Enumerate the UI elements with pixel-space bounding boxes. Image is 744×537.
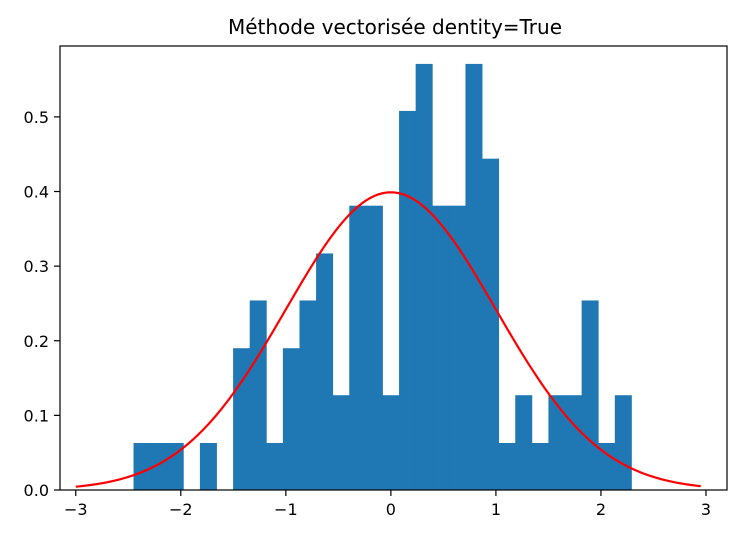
y-tick-label: 0.0 bbox=[24, 481, 49, 500]
histogram-bar bbox=[548, 395, 566, 490]
x-axis: −3 −2 −1 0 1 2 3 bbox=[64, 490, 711, 519]
x-tick-label: −3 bbox=[64, 500, 88, 519]
histogram-bar bbox=[531, 442, 549, 490]
y-tick-label: 0.1 bbox=[24, 406, 49, 425]
histogram-bar bbox=[482, 158, 500, 490]
histogram-bar bbox=[332, 395, 350, 490]
histogram-bar bbox=[448, 205, 466, 491]
histogram-bar bbox=[399, 110, 417, 490]
histogram-bar bbox=[465, 63, 483, 491]
y-tick-label: 0.5 bbox=[24, 108, 49, 127]
plot-frame bbox=[59, 45, 728, 491]
histogram-bar bbox=[581, 300, 599, 490]
histogram-bar bbox=[614, 395, 632, 490]
normal-pdf-curve bbox=[75, 191, 701, 488]
y-tick-label: 0.3 bbox=[24, 257, 49, 276]
histogram-bar bbox=[133, 442, 151, 490]
x-tick-label: −2 bbox=[169, 500, 193, 519]
histogram-bar bbox=[498, 442, 516, 490]
x-tick-label: 1 bbox=[491, 500, 501, 519]
histogram-bar bbox=[316, 253, 334, 490]
histogram-bar bbox=[282, 348, 300, 490]
histogram-bar bbox=[150, 442, 168, 490]
histogram-bar bbox=[199, 442, 217, 490]
histogram-bar bbox=[266, 442, 284, 490]
histogram-bar bbox=[349, 205, 367, 491]
histogram-bar bbox=[415, 63, 433, 491]
chart-title: Méthode vectorisée dentity=True bbox=[228, 15, 562, 39]
y-tick-label: 0.4 bbox=[24, 183, 49, 202]
x-tick-label: 3 bbox=[701, 500, 711, 519]
histogram-bar bbox=[365, 205, 383, 491]
histogram-bar bbox=[166, 442, 184, 490]
y-axis: 0.0 0.1 0.2 0.3 0.4 0.5 bbox=[24, 108, 60, 500]
y-tick-label: 0.2 bbox=[24, 332, 49, 351]
histogram-bar bbox=[299, 300, 317, 490]
x-tick-label: 0 bbox=[386, 500, 396, 519]
histogram-bar bbox=[598, 442, 616, 490]
histogram-bar bbox=[233, 348, 251, 490]
histogram-bar bbox=[565, 395, 583, 490]
histogram-bar bbox=[515, 395, 533, 490]
x-tick-label: 2 bbox=[596, 500, 606, 519]
histogram-bars bbox=[133, 63, 632, 491]
histogram-bar bbox=[432, 205, 450, 491]
x-tick-label: −1 bbox=[274, 500, 298, 519]
histogram-bar bbox=[249, 300, 267, 490]
histogram-bar bbox=[382, 395, 400, 490]
